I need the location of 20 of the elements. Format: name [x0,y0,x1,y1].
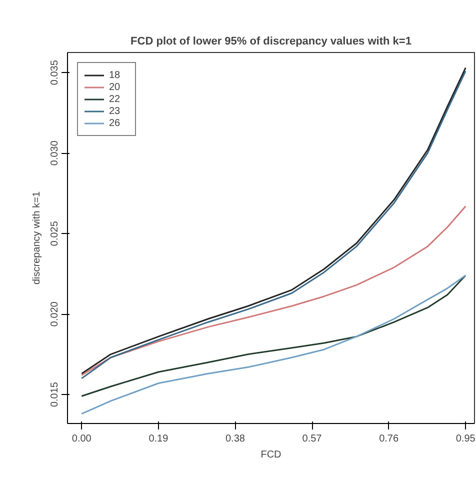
y-tick-label: 0.030 [50,140,60,166]
legend-label: 20 [109,81,122,93]
x-tick-label: 0.19 [148,434,169,444]
y-tick-label: 0.025 [50,220,60,246]
legend-label: 26 [109,117,122,129]
legend-label: 18 [109,69,122,81]
legend-label: 22 [109,93,122,105]
x-tick-label: 0.76 [379,434,399,444]
x-axis-title: FCD [260,450,282,460]
y-tick-label: 0.020 [50,301,60,327]
x-tick-label: 0.57 [302,434,322,444]
x-tick-label: 0.00 [72,434,92,444]
x-tick-label: 0.95 [456,434,476,444]
legend-label: 23 [109,105,122,117]
chart-title: FCD plot of lower 95% of discrepancy values with k=1 [130,36,412,48]
y-axis-title: discrepancy with k=1 [32,191,42,285]
y-tick-label: 0.015 [50,382,60,408]
x-tick-label: 0.38 [226,434,246,444]
line-series [80,205,466,376]
y-tick-label: 0.035 [50,60,60,86]
